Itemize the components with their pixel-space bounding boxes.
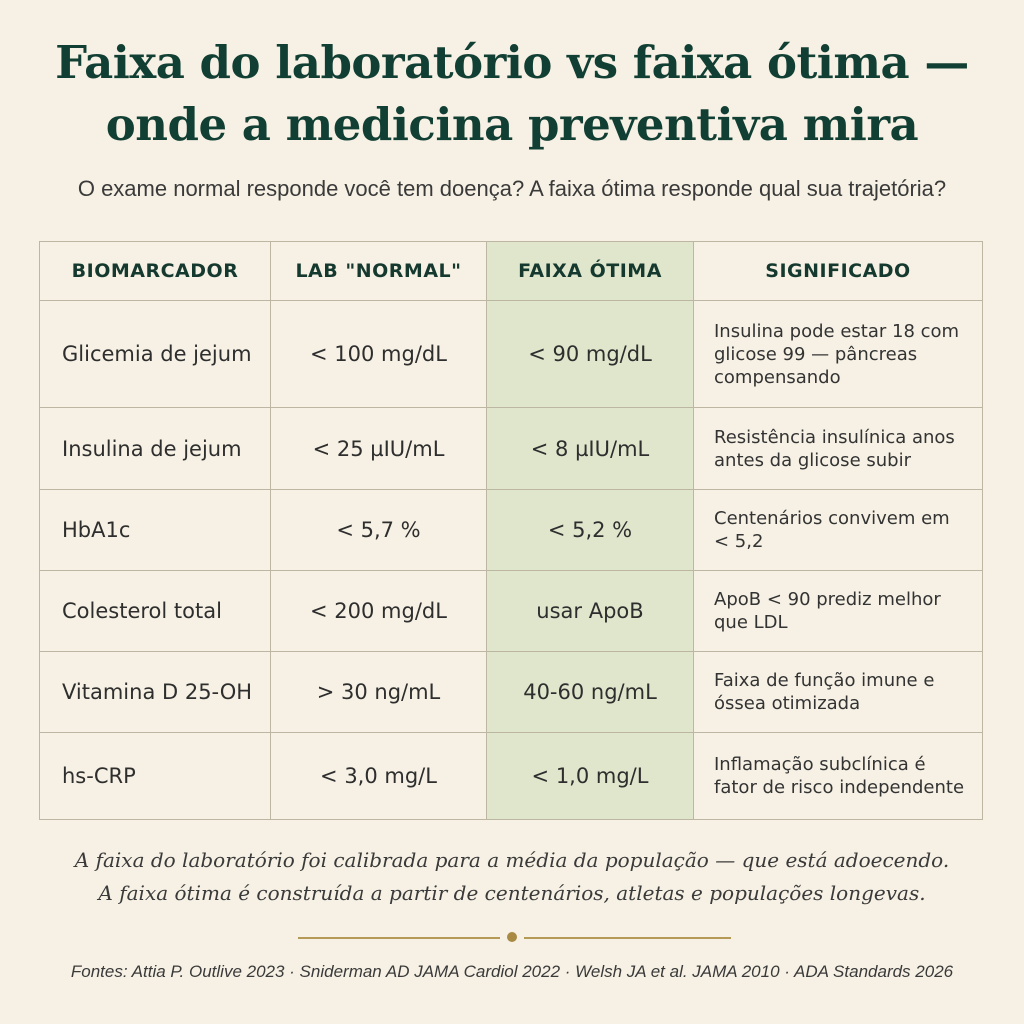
- header-lab-normal: LAB "NORMAL": [270, 241, 487, 301]
- title-line-2: onde a medicina preventiva mira: [105, 98, 919, 151]
- table-row: HbA1c < 5,7 % < 5,2 % Centenários conviv…: [39, 489, 983, 571]
- cell-biomarker: Colesterol total: [39, 570, 271, 652]
- page-title: Faixa do laboratório vs faixa ótima — on…: [0, 32, 1024, 156]
- cell-optimal-range: < 8 µIU/mL: [486, 407, 694, 490]
- cell-optimal-range: < 1,0 mg/L: [486, 732, 694, 820]
- cell-meaning: Insulina pode estar 18 com glicose 99 — …: [693, 300, 983, 408]
- cell-optimal-range: 40-60 ng/mL: [486, 651, 694, 733]
- cell-meaning: Centenários convivem em < 5,2: [693, 489, 983, 571]
- cell-biomarker: HbA1c: [39, 489, 271, 571]
- table-row: Vitamina D 25-OH > 30 ng/mL 40-60 ng/mL …: [39, 651, 983, 733]
- biomarker-table: BIOMARCADOR LAB "NORMAL" FAIXA ÓTIMA SIG…: [39, 241, 983, 820]
- cell-lab-range: > 30 ng/mL: [270, 651, 487, 733]
- cell-lab-range: < 5,7 %: [270, 489, 487, 571]
- cell-optimal-range: < 90 mg/dL: [486, 300, 694, 408]
- table-row: Insulina de jejum < 25 µIU/mL < 8 µIU/mL…: [39, 407, 983, 490]
- table-row: hs-CRP < 3,0 mg/L < 1,0 mg/L Inflamação …: [39, 732, 983, 820]
- footnote: A faixa do laboratório foi calibrada par…: [0, 844, 1024, 910]
- cell-optimal-range: < 5,2 %: [486, 489, 694, 571]
- page-subtitle: O exame normal responde você tem doença?…: [77, 176, 947, 201]
- header-meaning: SIGNIFICADO: [693, 241, 983, 301]
- cell-meaning: Inflamação subclínica é fator de risco i…: [693, 732, 983, 820]
- header-optimal-range: FAIXA ÓTIMA: [486, 241, 694, 301]
- cell-meaning: Faixa de função imune e óssea otimizada: [693, 651, 983, 733]
- cell-biomarker: Vitamina D 25-OH: [39, 651, 271, 733]
- divider-line-right: [524, 937, 731, 939]
- cell-biomarker: Glicemia de jejum: [39, 300, 271, 408]
- cell-optimal-range: usar ApoB: [486, 570, 694, 652]
- table-row: Glicemia de jejum < 100 mg/dL < 90 mg/dL…: [39, 300, 983, 408]
- cell-lab-range: < 25 µIU/mL: [270, 407, 487, 490]
- table-row: Colesterol total < 200 mg/dL usar ApoB A…: [39, 570, 983, 652]
- sources-citation: Fontes: Attia P. Outlive 2023 · Sniderma…: [70, 962, 954, 981]
- footnote-line-1: A faixa do laboratório foi calibrada par…: [74, 848, 950, 872]
- cell-meaning: ApoB < 90 prediz melhor que LDL: [693, 570, 983, 652]
- cell-meaning: Resistência insulínica anos antes da gli…: [693, 407, 983, 490]
- cell-lab-range: < 3,0 mg/L: [270, 732, 487, 820]
- table-header-row: BIOMARCADOR LAB "NORMAL" FAIXA ÓTIMA SIG…: [39, 241, 983, 301]
- divider-line-left: [298, 937, 500, 939]
- footnote-line-2: A faixa ótima é construída a partir de c…: [98, 881, 926, 905]
- cell-biomarker: hs-CRP: [39, 732, 271, 820]
- header-biomarker: BIOMARCADOR: [39, 241, 271, 301]
- cell-lab-range: < 200 mg/dL: [270, 570, 487, 652]
- cell-lab-range: < 100 mg/dL: [270, 300, 487, 408]
- cell-biomarker: Insulina de jejum: [39, 407, 271, 490]
- title-line-1: Faixa do laboratório vs faixa ótima —: [55, 36, 969, 89]
- divider-dot-icon: [507, 932, 517, 942]
